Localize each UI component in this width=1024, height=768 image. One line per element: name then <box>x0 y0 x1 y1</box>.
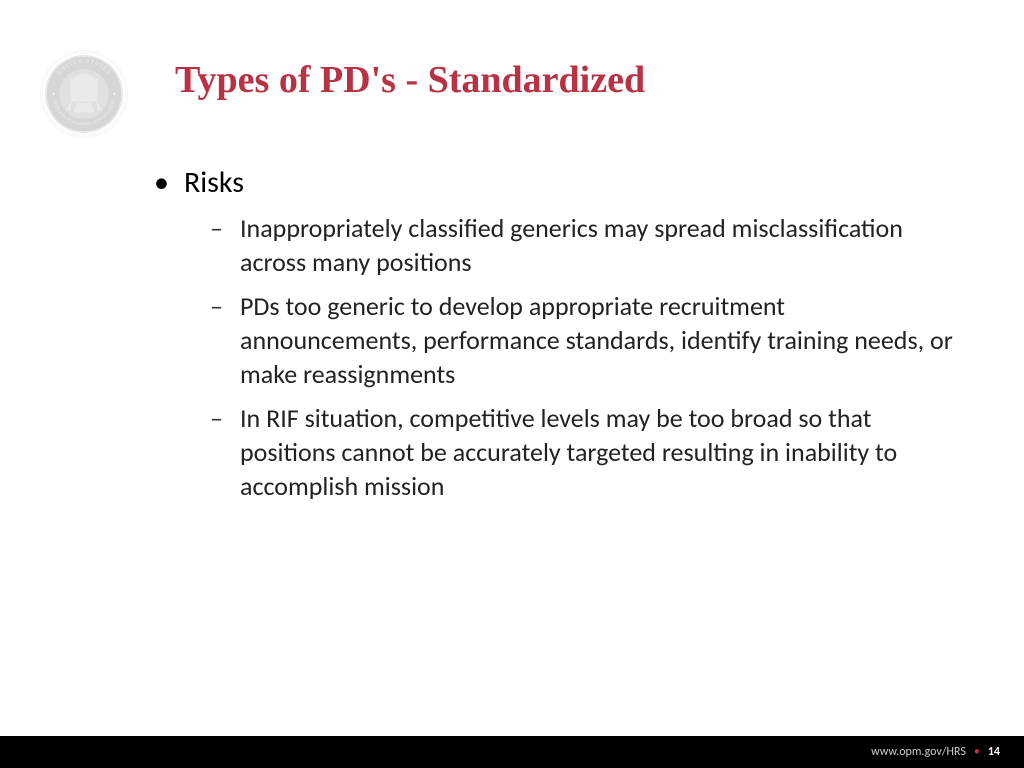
list-item-text: Risks <box>184 164 244 201</box>
list-item: Inappropriately classified generics may … <box>210 211 964 279</box>
list-item: Risks Inappropriately classified generic… <box>150 165 964 503</box>
bullet-list-level1: Risks Inappropriately classified generic… <box>150 165 964 503</box>
list-item-text: PDs too generic to develop appropriate r… <box>240 290 953 390</box>
list-item-text: Inappropriately classified generics may … <box>240 212 903 278</box>
slide-content: Risks Inappropriately classified generic… <box>150 165 964 513</box>
bullet-list-level2: Inappropriately classified generics may … <box>210 211 964 503</box>
list-item-text: In RIF situation, competitive levels may… <box>240 402 897 502</box>
slide-footer: www.opm.gov/HRS • 14 <box>0 736 1024 768</box>
list-item: In RIF situation, competitive levels may… <box>210 401 964 503</box>
list-item: PDs too generic to develop appropriate r… <box>210 289 964 391</box>
footer-url: www.opm.gov/HRS <box>871 745 966 759</box>
footer-separator: • <box>974 745 980 759</box>
slide-header: UNITED STATES OFFICE OF PERSONNEL MANAGE… <box>0 30 1024 120</box>
footer-page-number: 14 <box>988 745 1000 759</box>
opm-seal-icon: UNITED STATES OFFICE OF PERSONNEL MANAGE… <box>38 48 130 140</box>
slide: UNITED STATES OFFICE OF PERSONNEL MANAGE… <box>0 0 1024 768</box>
slide-title: Types of PD's - Standardized <box>175 58 645 102</box>
